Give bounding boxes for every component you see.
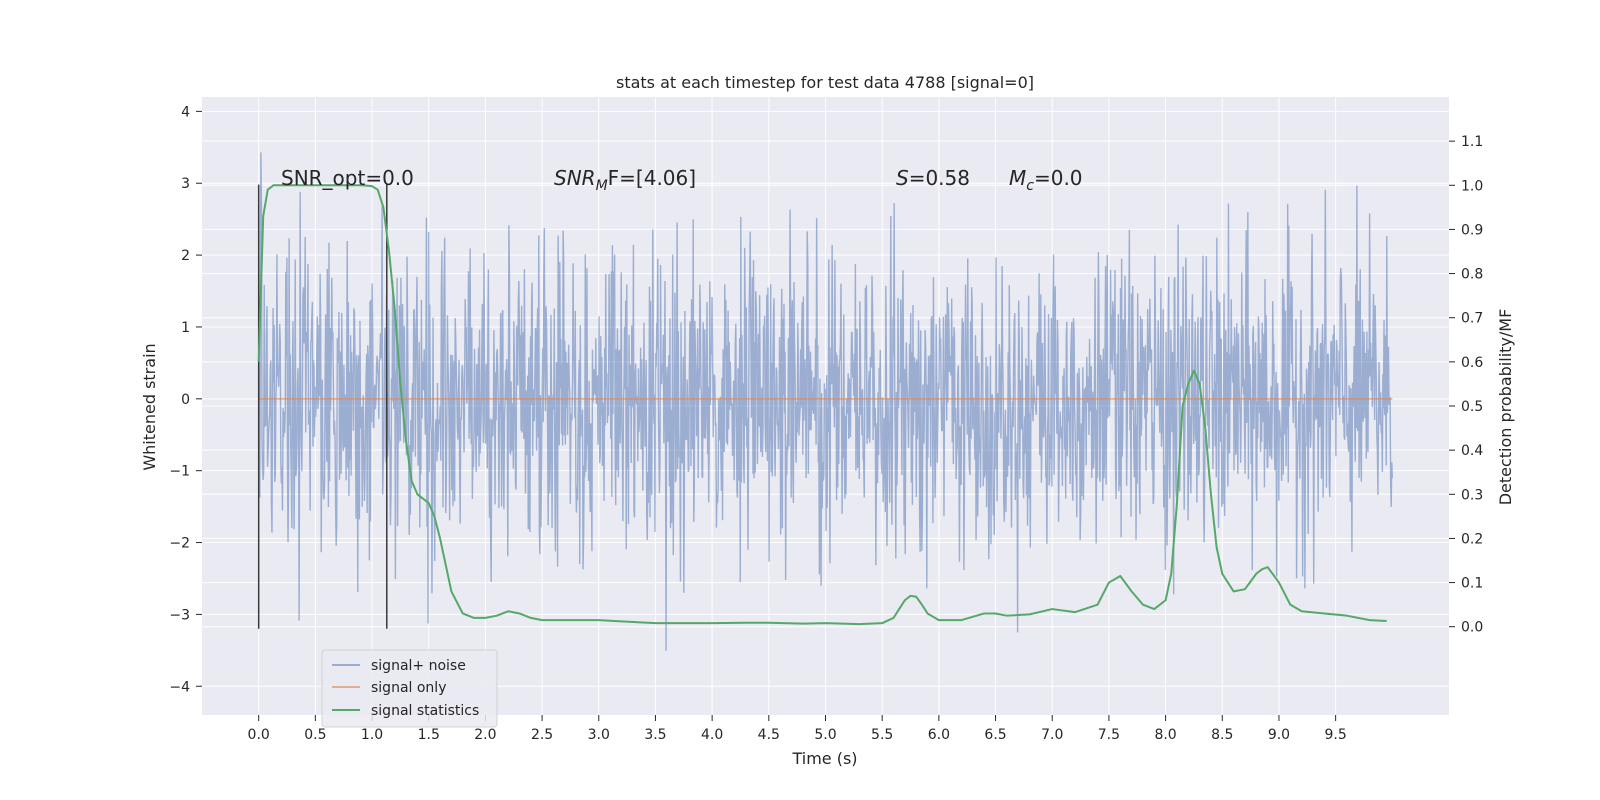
left-y-tick-label-1: 3 (181, 176, 190, 192)
right-y-tick-label-2: 0.9 (1461, 222, 1483, 238)
right-y-tick-label-3: 0.8 (1461, 267, 1483, 283)
left-y-axis-ticks: 4 3 2 1 0 −1 −2 −3 −4 (169, 104, 202, 695)
legend-label-signal-statistics: signal statistics (371, 703, 479, 719)
left-y-tick-label-5: −1 (169, 464, 190, 480)
x-axis-ticks: 0.0 0.5 1.0 1.5 2.0 2.5 3.0 3.5 4.0 4.5 5.0 5.5 6.0 6… (248, 715, 1347, 743)
annotation-mc-main: M (1009, 166, 1026, 190)
chart-title: stats at each timestep for test data 478… (616, 73, 1034, 92)
annotation-s: S=0.58 (896, 166, 970, 190)
x-tick-label-8: 4.0 (701, 727, 723, 743)
x-tick-label-9: 4.5 (758, 727, 780, 743)
x-tick-label-5: 2.5 (531, 727, 553, 743)
x-tick-label-13: 6.5 (984, 727, 1006, 743)
x-tick-label-15: 7.5 (1098, 727, 1120, 743)
left-y-tick-label-8: −4 (169, 679, 190, 695)
legend: signal+ noise signal only signal statist… (321, 649, 498, 728)
x-tick-label-14: 7.0 (1041, 727, 1063, 743)
series-signal-statistics (257, 184, 1387, 626)
right-y-tick-label-1: 1.0 (1461, 178, 1483, 194)
annotation-mc-sub: c (1026, 178, 1034, 194)
right-y-tick-label-4: 0.7 (1461, 311, 1483, 327)
x-tick-label-6: 3.0 (588, 727, 610, 743)
left-y-tick-label-0: 4 (181, 104, 190, 120)
x-tick-label-16: 8.0 (1154, 727, 1176, 743)
right-y-tick-label-9: 0.2 (1461, 531, 1483, 547)
x-tick-label-7: 3.5 (644, 727, 666, 743)
x-axis-label: Time (s) (791, 749, 857, 768)
annotation-s-rest: =0.58 (909, 166, 970, 190)
right-y-tick-label-5: 0.6 (1461, 355, 1483, 371)
left-y-tick-label-4: 0 (181, 392, 190, 408)
left-y-tick-label-7: −3 (169, 607, 190, 623)
x-tick-label-1: 0.5 (304, 727, 326, 743)
x-tick-label-2: 1.0 (361, 727, 383, 743)
x-tick-label-17: 8.5 (1211, 727, 1233, 743)
annotation-snr-mf-sub: M (596, 178, 608, 194)
x-tick-label-10: 5.0 (814, 727, 836, 743)
right-y-axis-ticks: 1.1 1.0 0.9 0.8 0.7 0.6 0.5 0.4 0.3 0.2 0.1 0.0 (1449, 134, 1483, 636)
left-y-tick-label-2: 2 (181, 248, 190, 264)
x-tick-label-18: 9.0 (1268, 727, 1290, 743)
annotation-snr-mf: SNRMF=[4.06] (554, 166, 696, 194)
legend-label-signal-only: signal only (371, 680, 446, 696)
x-tick-label-19: 9.5 (1325, 727, 1347, 743)
annotation-snr-mf-rest: F=[4.06] (608, 166, 696, 190)
signal-statistics-line (257, 184, 1387, 626)
annotation-mc: Mc=0.0 (1009, 166, 1083, 194)
x-tick-label-12: 6.0 (928, 727, 950, 743)
right-y-tick-label-7: 0.4 (1461, 443, 1483, 459)
legend-label-signal-plus-noise: signal+ noise (371, 658, 466, 674)
left-y-axis-label: Whitened strain (140, 343, 159, 470)
x-tick-label-11: 5.5 (871, 727, 893, 743)
annotation-mc-rest: =0.0 (1034, 166, 1083, 190)
right-y-tick-label-10: 0.1 (1461, 576, 1483, 592)
right-y-tick-label-6: 0.5 (1461, 399, 1483, 415)
legend-box (321, 649, 498, 728)
annotation-snr-mf-main: SNR (554, 166, 596, 190)
right-y-axis-label: Detection probability/MF (1496, 309, 1515, 506)
annotation-snr-opt: SNR_opt=0.0 (281, 166, 414, 190)
right-y-tick-label-11: 0.0 (1461, 620, 1483, 636)
left-y-tick-label-3: 1 (181, 320, 190, 336)
x-tick-label-4: 2.0 (474, 727, 496, 743)
reference-vertical-lines (257, 184, 388, 629)
right-y-tick-label-8: 0.3 (1461, 487, 1483, 503)
right-y-tick-label-0: 1.1 (1461, 134, 1483, 150)
annotation-s-main: S (896, 166, 909, 190)
x-tick-label-3: 1.5 (418, 727, 440, 743)
left-y-tick-label-6: −2 (169, 536, 190, 552)
x-tick-label-0: 0.0 (248, 727, 270, 743)
